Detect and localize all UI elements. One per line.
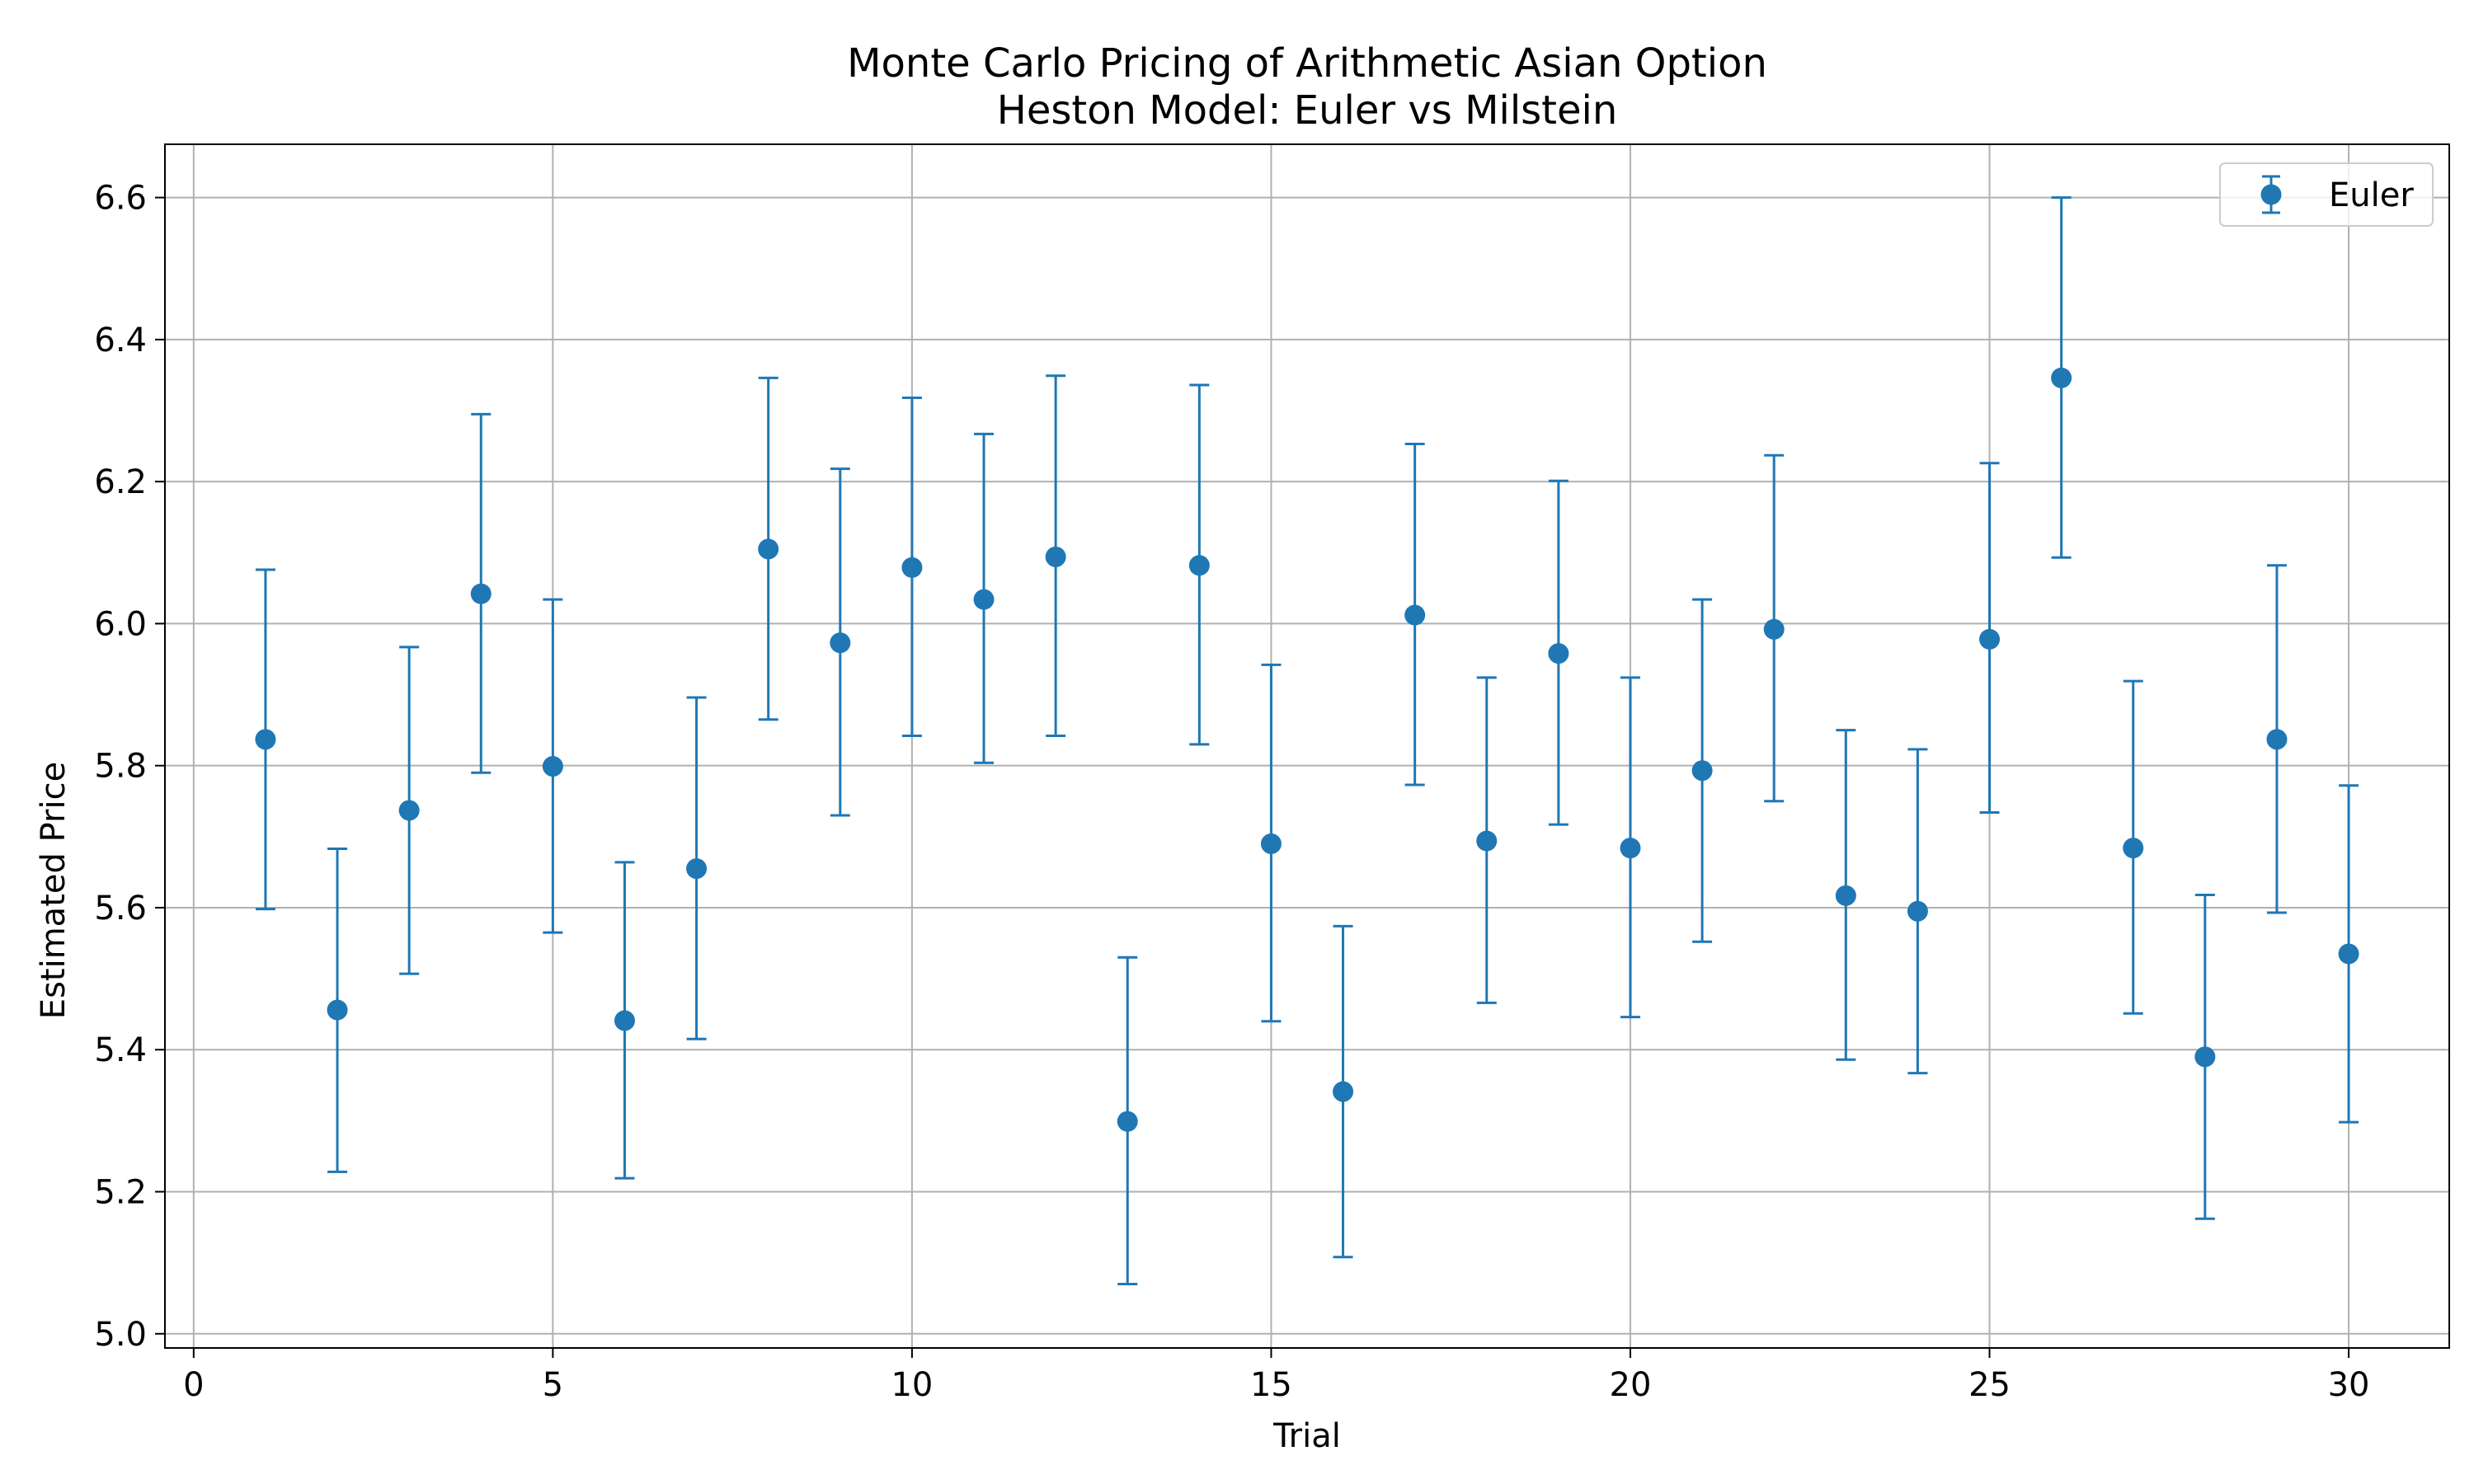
data-point [1835, 885, 1856, 906]
plot-frame [164, 143, 2450, 1349]
y-tick-label: 5.6 [94, 890, 147, 928]
data-point [973, 589, 995, 610]
data-point [1691, 760, 1713, 782]
data-point [2123, 838, 2144, 859]
legend-marker [2260, 184, 2282, 205]
x-tick-label: 15 [1250, 1366, 1292, 1404]
data-point [2051, 367, 2072, 388]
legend: Euler [2219, 162, 2434, 227]
data-point [1548, 643, 1569, 665]
data-point [1763, 618, 1785, 640]
y-tick-label: 6.2 [94, 463, 147, 501]
data-point [901, 556, 923, 578]
x-tick-label: 0 [183, 1366, 204, 1404]
x-tick-label: 20 [1610, 1366, 1652, 1404]
y-tick-label: 5.0 [94, 1316, 147, 1354]
y-tick-label: 6.4 [94, 322, 147, 359]
data-point [327, 999, 348, 1021]
data-point [1620, 838, 1641, 859]
data-point [470, 583, 492, 604]
series-euler [255, 196, 2359, 1285]
x-axis-label: Trial [1272, 1417, 1341, 1455]
legend-label: Euler [2329, 176, 2414, 214]
x-axis: 0 5 10 15 20 25 30 [183, 1348, 2370, 1404]
data-point [1907, 900, 1928, 922]
data-point [1404, 604, 1426, 626]
data-point [2338, 943, 2359, 965]
data-point [1045, 546, 1066, 567]
y-tick-label: 5.8 [94, 748, 147, 786]
x-tick-label: 10 [891, 1366, 933, 1404]
y-axis: 5.0 5.2 5.4 5.6 5.8 6.0 6.2 6.4 6.6 [94, 180, 165, 1354]
data-point [2194, 1046, 2216, 1068]
data-point [1476, 830, 1498, 852]
data-point [542, 756, 563, 777]
y-tick-label: 5.2 [94, 1174, 147, 1212]
data-point [398, 800, 420, 821]
data-point [1117, 1111, 1138, 1132]
data-point [614, 1010, 635, 1031]
chart-subtitle: Heston Model: Euler vs Milstein [997, 87, 1618, 134]
y-tick-label: 6.0 [94, 605, 147, 643]
x-tick-label: 5 [543, 1366, 563, 1404]
data-point [830, 632, 851, 654]
data-point [1333, 1081, 1354, 1102]
data-point [1260, 833, 1282, 854]
data-point [255, 729, 276, 750]
x-tick-label: 30 [2328, 1366, 2370, 1404]
y-axis-label: Estimated Price [35, 762, 73, 1019]
data-point [1979, 628, 2001, 650]
y-tick-label: 6.6 [94, 180, 147, 218]
data-point [1188, 555, 1210, 576]
data-point [686, 858, 708, 880]
x-tick-label: 25 [1968, 1366, 2011, 1404]
data-point [2266, 729, 2288, 750]
data-point [758, 538, 779, 560]
chart-title: Monte Carlo Pricing of Arithmetic Asian … [847, 40, 1767, 87]
y-tick-label: 5.4 [94, 1031, 147, 1069]
legend-box [2219, 162, 2434, 227]
